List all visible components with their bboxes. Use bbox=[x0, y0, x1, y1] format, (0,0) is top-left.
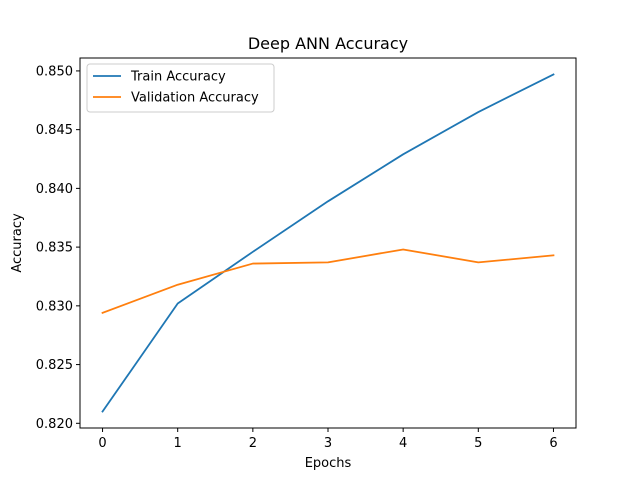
train-accuracy-line bbox=[101, 73, 555, 413]
legend: Train Accuracy Validation Accuracy bbox=[86, 63, 275, 113]
validation-accuracy-line bbox=[101, 248, 555, 315]
x-tick-label: 1 bbox=[174, 436, 182, 451]
y-axis: 0.820 0.825 0.830 0.835 0.840 0.845 0.850 bbox=[36, 64, 80, 432]
y-tick-label: 0.835 bbox=[36, 241, 73, 256]
y-tick-label: 0.830 bbox=[36, 299, 73, 314]
plot-area bbox=[80, 58, 576, 428]
plot-frame bbox=[79, 57, 577, 429]
x-tick-label: 4 bbox=[399, 436, 407, 451]
x-tick-label: 2 bbox=[249, 436, 257, 451]
legend-label: Validation Accuracy bbox=[131, 91, 259, 106]
y-tick-label: 0.820 bbox=[36, 417, 73, 432]
x-tick-label: 5 bbox=[474, 436, 482, 451]
chart-title: Deep ANN Accuracy bbox=[248, 34, 408, 53]
x-axis: 0 1 2 3 4 5 6 bbox=[98, 428, 558, 451]
y-axis-label: Accuracy bbox=[10, 213, 25, 273]
series-lines bbox=[101, 73, 555, 413]
x-axis-label: Epochs bbox=[305, 456, 352, 471]
legend-label: Train Accuracy bbox=[130, 70, 226, 85]
y-tick-label: 0.840 bbox=[36, 182, 73, 197]
y-tick-label: 0.825 bbox=[36, 358, 73, 373]
legend-box bbox=[86, 63, 275, 113]
x-tick-label: 6 bbox=[549, 436, 557, 451]
x-tick-label: 0 bbox=[98, 436, 106, 451]
y-tick-label: 0.845 bbox=[36, 123, 73, 138]
y-tick-label: 0.850 bbox=[36, 64, 73, 79]
x-tick-label: 3 bbox=[324, 436, 332, 451]
